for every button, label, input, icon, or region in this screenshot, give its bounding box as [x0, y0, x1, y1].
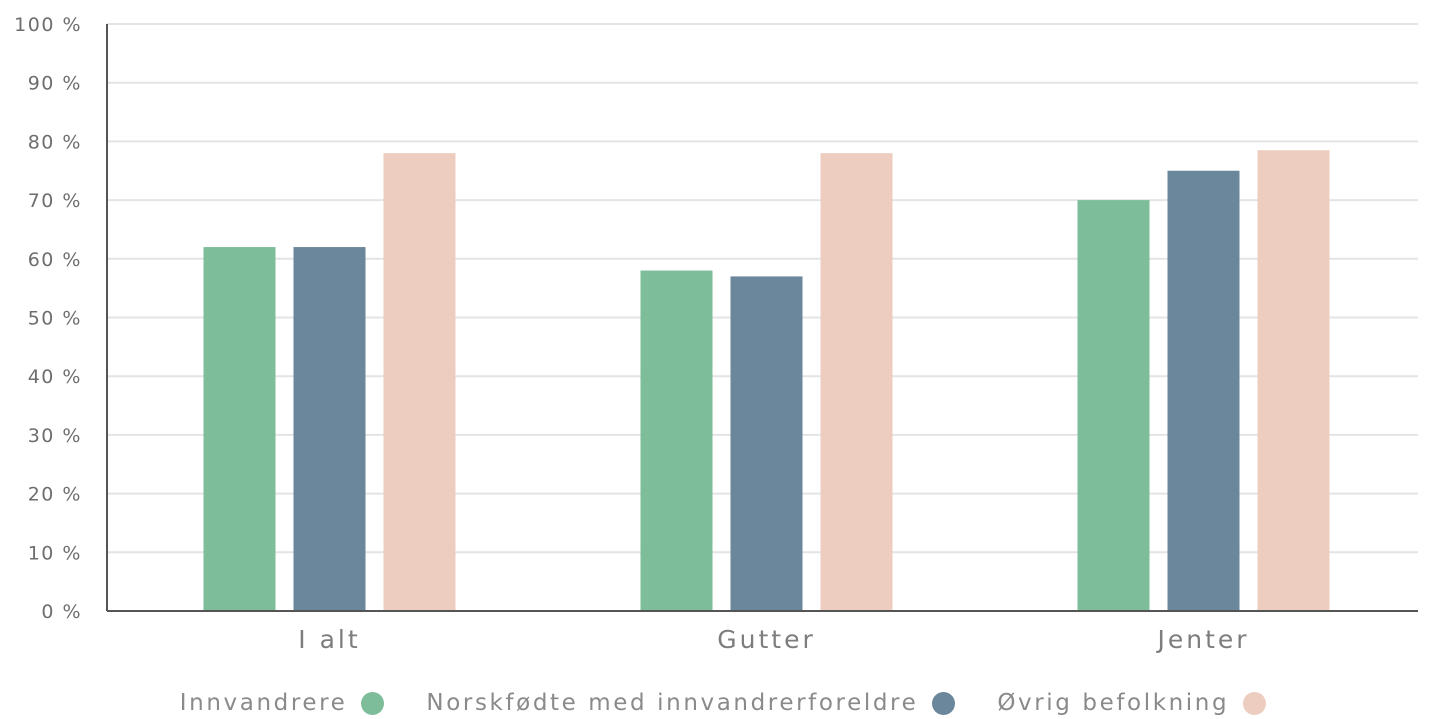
bars: [203, 150, 1330, 611]
y-tick-label: 0 %: [41, 601, 82, 623]
y-axis-ticks: 0 % 10 % 20 % 30 % 40 % 50 % 60 % 70 % 80 % 90 % 1…: [14, 14, 82, 623]
y-tick-label: 70 %: [28, 190, 82, 212]
x-tick-label: I alt: [298, 625, 360, 654]
legend-label: Norskfødte med innvandrerforeldre: [426, 690, 919, 716]
bar[interactable]: [640, 270, 713, 611]
y-tick-label: 90 %: [28, 73, 82, 95]
legend-dot: [1243, 691, 1267, 715]
bar[interactable]: [383, 153, 456, 611]
bar[interactable]: [1257, 150, 1330, 611]
y-tick-label: 10 %: [28, 542, 82, 564]
legend-label: Innvandrere: [179, 690, 348, 716]
legend-item-ovrig-befolkning[interactable]: Øvrig befolkning: [997, 690, 1267, 716]
x-tick-label: Gutter: [717, 625, 815, 654]
bar[interactable]: [1167, 170, 1240, 611]
y-tick-label: 40 %: [28, 366, 82, 388]
y-tick-label: 30 %: [28, 425, 82, 447]
legend: Innvandrere Norskfødte med innvandrerfor…: [0, 690, 1446, 716]
bar-chart: 0 % 10 % 20 % 30 % 40 % 50 % 60 % 70 % 80 % 90 % 1…: [14, 14, 1418, 654]
legend-item-norskfodte[interactable]: Norskfødte med innvandrerforeldre: [426, 690, 956, 716]
x-axis-ticks: I alt Gutter Jenter: [298, 625, 1249, 654]
legend-label: Øvrig befolkning: [997, 690, 1230, 716]
bar[interactable]: [820, 153, 893, 611]
bar[interactable]: [1077, 200, 1150, 611]
y-tick-label: 20 %: [28, 484, 82, 506]
y-tick-label: 50 %: [28, 308, 82, 330]
bar[interactable]: [293, 247, 366, 611]
legend-item-innvandrere[interactable]: Innvandrere: [180, 690, 385, 716]
legend-dot: [361, 691, 385, 715]
legend-dot: [932, 691, 956, 715]
bar[interactable]: [730, 276, 803, 611]
bar[interactable]: [203, 247, 276, 611]
y-tick-label: 60 %: [28, 249, 82, 271]
x-tick-label: Jenter: [1155, 625, 1249, 654]
y-tick-label: 100 %: [14, 14, 82, 36]
y-tick-label: 80 %: [28, 131, 82, 153]
